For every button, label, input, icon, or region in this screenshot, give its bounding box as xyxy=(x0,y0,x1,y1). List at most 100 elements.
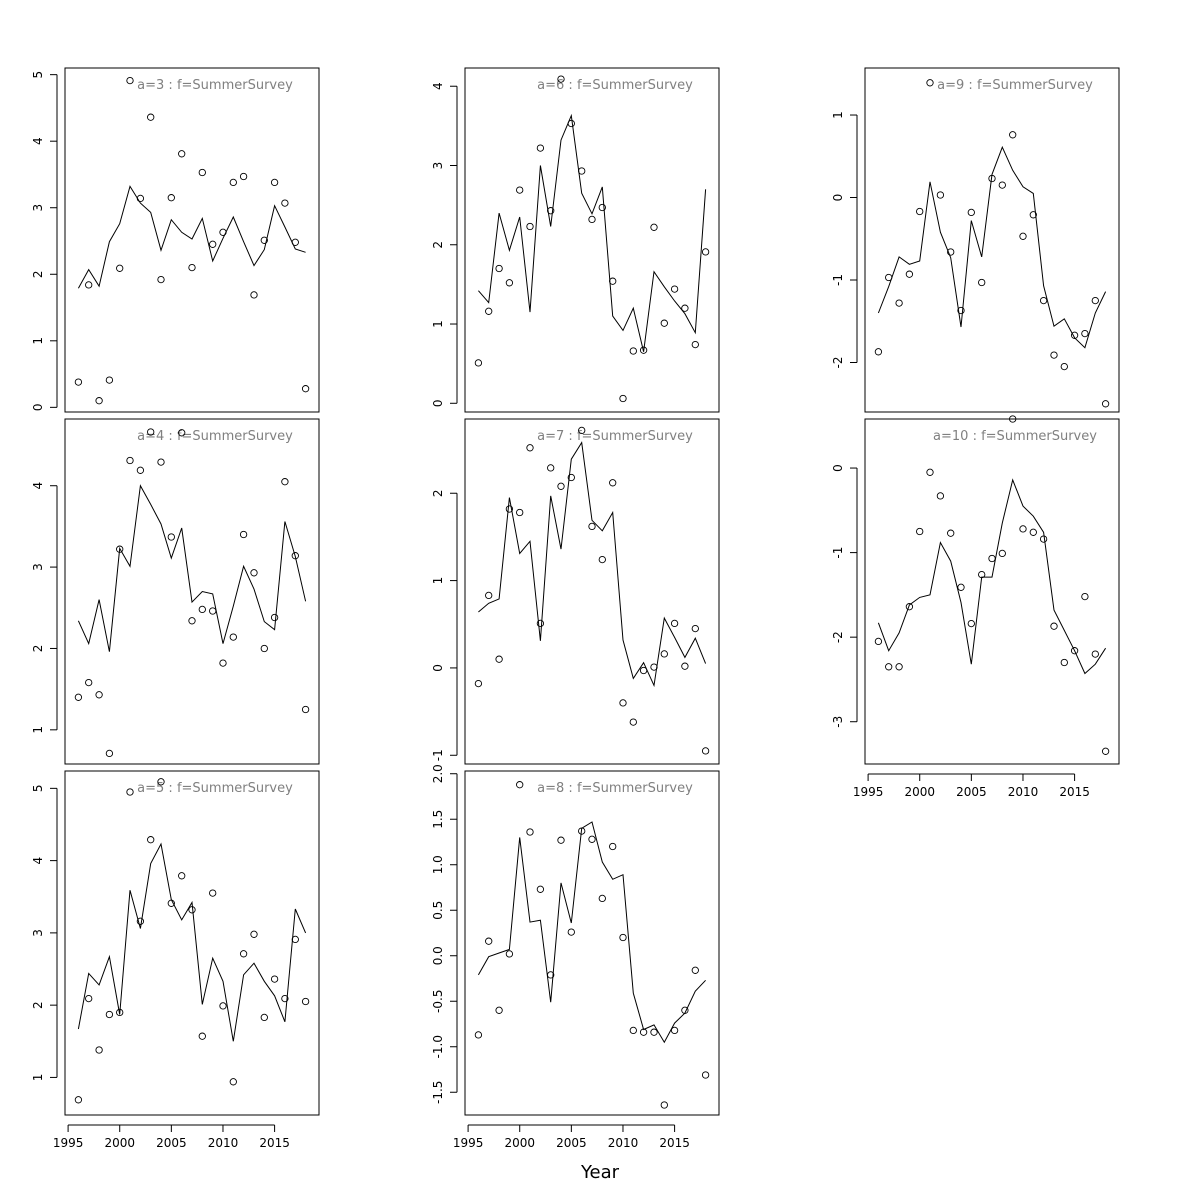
observed-point xyxy=(239,530,248,539)
observed-point xyxy=(219,659,227,667)
panel-title: a=3 : f=SummerSurvey xyxy=(137,78,293,93)
observed-point xyxy=(136,466,145,474)
observed-point xyxy=(639,346,648,354)
observed-point xyxy=(167,899,175,907)
y-tick-label: 3 xyxy=(31,563,45,571)
observed-point xyxy=(85,281,93,289)
observed-point xyxy=(670,285,679,293)
y-tick-label: 2.0 xyxy=(431,764,445,783)
observed-point xyxy=(188,617,196,625)
observed-point xyxy=(598,203,606,212)
observed-point xyxy=(209,240,217,248)
fitted-line xyxy=(77,484,307,652)
observed-point xyxy=(270,178,279,187)
observed-point xyxy=(105,749,114,758)
observed-point xyxy=(198,605,206,614)
observed-point xyxy=(260,236,268,244)
y-tick-label: 3 xyxy=(31,204,45,212)
x-tick-label: 2010 xyxy=(208,1136,239,1150)
observed-point xyxy=(270,613,279,622)
y-tick-label: -1 xyxy=(831,547,845,559)
panel-title: a=10 : f=SummerSurvey xyxy=(933,429,1097,444)
observed-point xyxy=(691,966,699,974)
observed-point xyxy=(701,747,710,755)
panel-title: a=9 : f=SummerSurvey xyxy=(937,78,1093,93)
x-tick-label: 1995 xyxy=(53,1136,84,1150)
observed-point xyxy=(916,207,924,216)
observed-point xyxy=(547,464,555,472)
observed-point xyxy=(526,444,534,452)
y-tick-label: 2 xyxy=(31,270,45,278)
y-tick-label: 4 xyxy=(31,482,45,490)
observed-point xyxy=(547,207,555,215)
observed-point xyxy=(147,428,155,436)
observed-point xyxy=(105,376,114,384)
observed-point xyxy=(474,359,483,367)
y-tick-label: 0.5 xyxy=(431,901,445,920)
observed-point xyxy=(1091,650,1099,658)
observed-point xyxy=(567,119,575,128)
observed-point xyxy=(116,264,124,272)
observed-point xyxy=(885,273,893,282)
x-tick-label: 2015 xyxy=(259,1136,290,1150)
y-tick-label: -1 xyxy=(431,749,445,761)
observed-point xyxy=(1050,622,1058,630)
observed-point xyxy=(178,150,186,158)
x-axis-title: Year xyxy=(580,1162,620,1183)
observed-point xyxy=(229,633,237,641)
y-tick-label: 4 xyxy=(431,82,445,90)
observed-point xyxy=(495,655,503,663)
observed-point xyxy=(126,76,134,85)
panel-8: a=10 : f=SummerSurvey -3 -2 -1 0 1995 2000 2005… xyxy=(831,415,1120,799)
observed-point xyxy=(485,591,493,600)
observed-point xyxy=(516,781,524,789)
y-tick-label: 1 xyxy=(431,320,445,328)
observed-point xyxy=(567,473,575,482)
x-tick-label: 2000 xyxy=(104,1136,135,1150)
observed-point xyxy=(936,191,945,199)
y-tick-label: 3 xyxy=(431,162,445,170)
observed-point xyxy=(178,429,186,437)
observed-point xyxy=(639,1028,648,1036)
observed-point xyxy=(598,894,606,903)
y-tick-label: 1 xyxy=(31,337,45,345)
observed-point xyxy=(1039,296,1048,305)
observed-point xyxy=(998,181,1006,189)
observed-point xyxy=(239,172,248,181)
observed-point xyxy=(157,778,165,786)
observed-point xyxy=(167,194,175,202)
observed-point xyxy=(219,1002,227,1010)
observed-point xyxy=(198,1032,206,1040)
observed-point xyxy=(147,836,155,844)
observed-point xyxy=(136,194,145,203)
observed-point xyxy=(885,663,893,671)
observed-point xyxy=(95,1046,103,1054)
y-tick-label: -1.0 xyxy=(431,1035,445,1058)
observed-point xyxy=(905,270,914,278)
y-tick-label: 3 xyxy=(31,929,45,937)
observed-point xyxy=(495,1006,503,1014)
observed-point xyxy=(1009,131,1017,139)
observed-point xyxy=(609,479,617,487)
fitted-line xyxy=(877,145,1107,349)
observed-point xyxy=(947,529,955,537)
observed-point xyxy=(967,619,975,628)
panel-frame xyxy=(464,418,720,765)
observed-point xyxy=(1070,331,1079,339)
panel-title: a=4 : f=SummerSurvey xyxy=(137,429,293,444)
observed-point xyxy=(1050,351,1058,359)
observed-point xyxy=(650,663,658,671)
observed-point xyxy=(701,248,710,256)
observed-point xyxy=(301,997,310,1006)
y-tick-label: 5 xyxy=(31,71,45,79)
observed-point xyxy=(291,552,299,560)
observed-point xyxy=(978,278,986,287)
panel-frame xyxy=(64,67,320,413)
y-tick-label: -1 xyxy=(831,274,845,286)
observed-point xyxy=(474,1031,483,1039)
observed-point xyxy=(474,679,483,688)
y-tick-label: 1.5 xyxy=(431,810,445,829)
y-tick-label: 2 xyxy=(31,1001,45,1009)
observed-point xyxy=(619,699,627,707)
panel-1: a=3 : f=SummerSurvey 0 1 2 3 4 5 xyxy=(31,67,320,413)
